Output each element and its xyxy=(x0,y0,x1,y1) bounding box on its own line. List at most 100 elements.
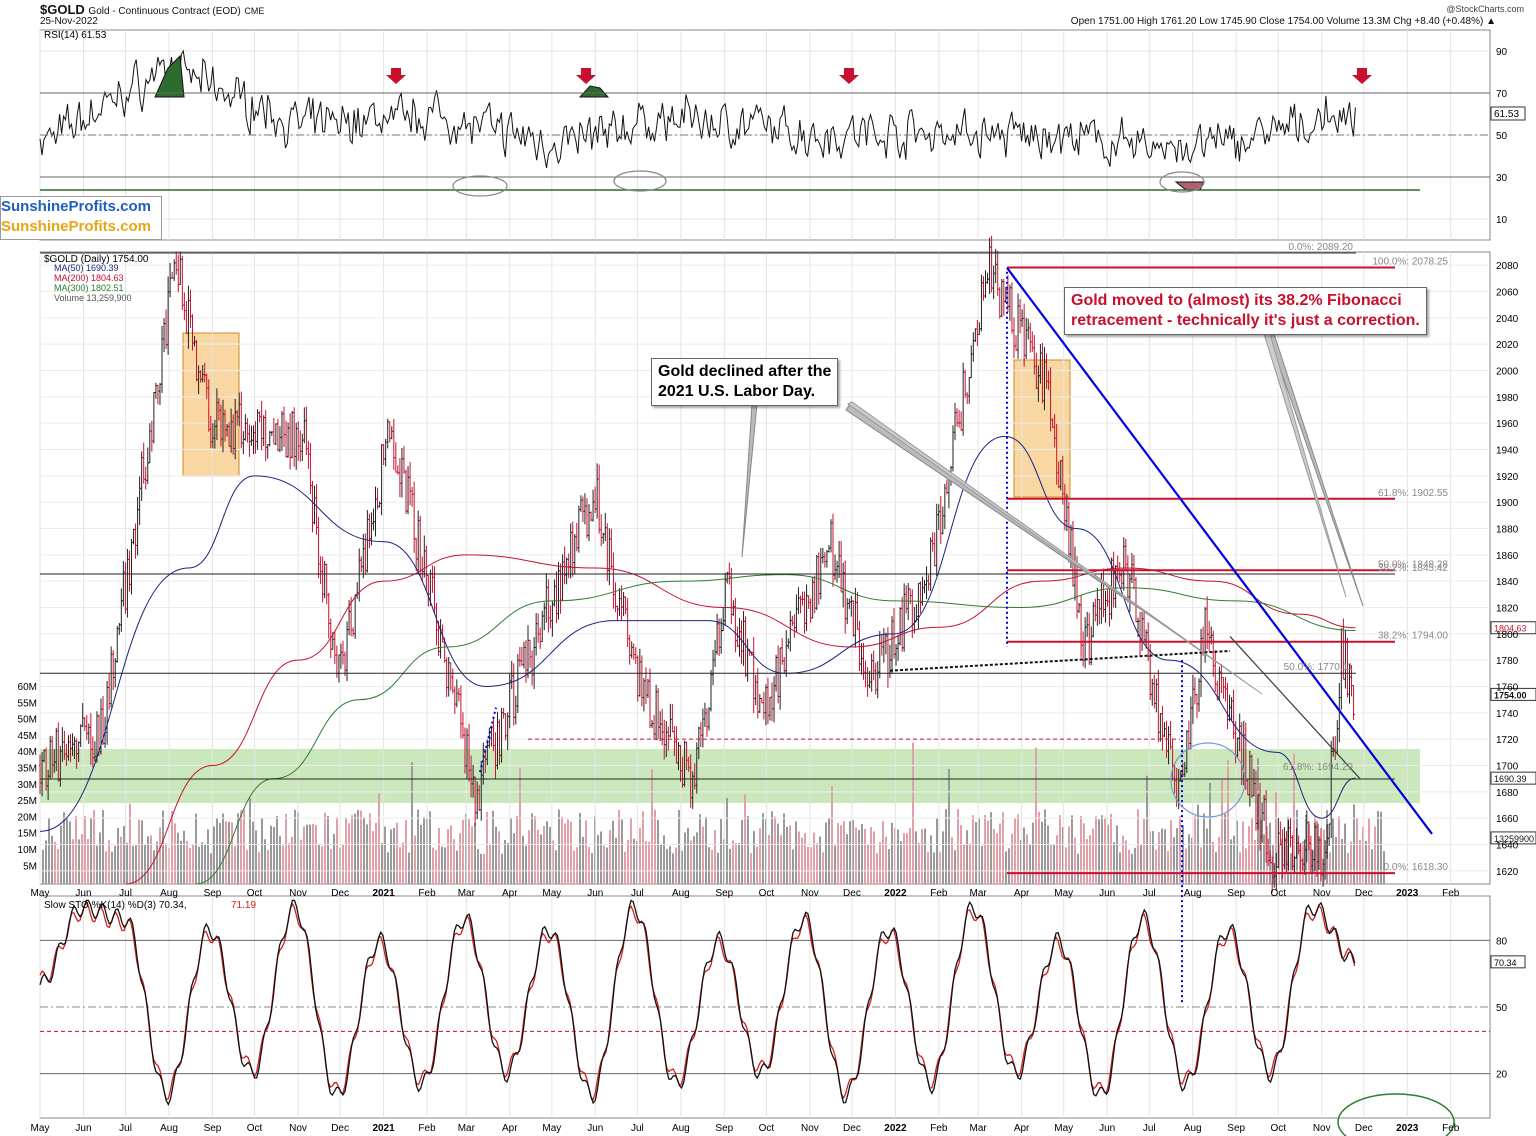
volume-bar xyxy=(402,842,404,884)
volume-bar xyxy=(915,831,917,884)
volume-bar xyxy=(1122,835,1124,884)
legend-ma200: MA(200) 1804.63 xyxy=(54,273,124,283)
volume-bar xyxy=(993,828,995,884)
price-y-tick-label: 1740 xyxy=(1496,709,1519,720)
volume-bar xyxy=(1239,852,1241,884)
fibonacci-label: 38.2%: 1845.42 xyxy=(1378,563,1448,574)
volume-bar xyxy=(537,829,539,884)
volume-bar xyxy=(732,840,734,884)
volume-bar xyxy=(1293,753,1295,884)
volume-bar xyxy=(414,835,416,884)
price-value-label: 1754.00 xyxy=(1494,690,1527,700)
volume-bar xyxy=(654,809,656,884)
price-x-tick-label: Jun xyxy=(75,888,91,899)
volume-bar xyxy=(111,851,113,884)
volume-bar xyxy=(966,830,968,884)
instrument-name: Gold - Continuous Contract (EOD) xyxy=(88,6,241,17)
volume-bar xyxy=(81,834,83,884)
volume-bar xyxy=(174,823,176,884)
volume-bar xyxy=(87,839,89,884)
volume-bar xyxy=(753,831,755,884)
volume-bar xyxy=(729,848,731,884)
volume-bar xyxy=(1359,839,1361,884)
volume-bar xyxy=(1059,815,1061,884)
fib-note-line-2: retracement - technically it's just a co… xyxy=(1071,312,1420,329)
volume-bar xyxy=(627,840,629,884)
volume-bar xyxy=(1026,834,1028,884)
down-arrow-icon xyxy=(839,68,859,84)
price-x-tick-label: Jun xyxy=(587,888,603,899)
volume-bar xyxy=(93,810,95,884)
volume-bar xyxy=(921,828,923,884)
volume-bar xyxy=(669,846,671,884)
volume-bar xyxy=(354,813,356,884)
volume-bar xyxy=(1317,823,1319,884)
volume-bar xyxy=(699,814,701,884)
volume-bar xyxy=(891,822,893,884)
price-x-tick-label: Mar xyxy=(970,888,988,899)
sto-x-tick-label: Jun xyxy=(1099,1123,1115,1134)
blue-trendline xyxy=(1006,267,1433,835)
labor-day-annotation: Gold declined after the 2021 U.S. Labor … xyxy=(651,358,839,406)
volume-tick-label: 35M xyxy=(18,764,37,775)
volume-bar xyxy=(1098,819,1100,884)
volume-bar xyxy=(75,815,77,884)
volume-bar xyxy=(1335,837,1337,884)
volume-bar xyxy=(816,843,818,884)
fibonacci-annotation: Gold moved to (almost) its 38.2% Fibonac… xyxy=(1064,287,1427,335)
volume-bar xyxy=(435,850,437,884)
volume-bar xyxy=(1224,814,1226,884)
volume-bar xyxy=(846,834,848,884)
volume-bar xyxy=(1143,818,1145,884)
price-value-box xyxy=(1490,687,1536,701)
volume-bar xyxy=(1107,824,1109,884)
volume-bar xyxy=(555,850,557,884)
volume-bar xyxy=(519,767,521,884)
volume-bar xyxy=(777,823,779,884)
volume-bar xyxy=(720,818,722,884)
volume-bar xyxy=(390,829,392,884)
fibonacci-label: 50.0%: 1848.28 xyxy=(1378,559,1448,570)
volume-bar xyxy=(660,844,662,884)
volume-bar xyxy=(1332,818,1334,884)
volume-bar xyxy=(186,840,188,884)
volume-bar xyxy=(942,831,944,884)
volume-bar xyxy=(552,840,554,884)
volume-bar xyxy=(1263,834,1265,884)
volume-bar xyxy=(1218,837,1220,884)
volume-bar xyxy=(432,847,434,884)
sto-x-tick-label: Nov xyxy=(289,1123,307,1134)
volume-bar xyxy=(609,830,611,884)
price-x-tick-label: Oct xyxy=(759,888,775,899)
volume-bar xyxy=(792,849,794,884)
volume-tick-label: 45M xyxy=(18,731,37,742)
sto-x-tick-label: Jun xyxy=(587,1123,603,1134)
volume-bar xyxy=(237,813,239,884)
volume-bar xyxy=(1044,809,1046,884)
volume-bar xyxy=(666,849,668,884)
volume-bar xyxy=(1299,844,1301,884)
volume-bar xyxy=(621,819,623,884)
volume-bar xyxy=(1260,819,1262,884)
volume-bar xyxy=(249,798,251,884)
volume-bar xyxy=(963,844,965,884)
price-value-label: 1804.63 xyxy=(1494,624,1527,634)
volume-bar xyxy=(684,832,686,884)
price-y-tick-label: 1680 xyxy=(1496,788,1519,799)
logo-line-2: SunshineProfits.com xyxy=(1,218,152,235)
fib-note-line-1: Gold moved to (almost) its 38.2% Fibonac… xyxy=(1071,292,1402,309)
volume-bar xyxy=(633,838,635,884)
volume-bar xyxy=(606,847,608,884)
fibonacci-label: 100.0%: 2078.25 xyxy=(1372,256,1448,267)
volume-bar xyxy=(1176,828,1178,884)
volume-bar xyxy=(882,820,884,884)
price-x-tick-label: Aug xyxy=(1184,888,1202,899)
down-arrow-icon xyxy=(386,68,406,84)
rsi-y-tick-label: 50 xyxy=(1496,131,1508,142)
fibonacci-label: 0.0%: 1618.30 xyxy=(1384,862,1449,873)
price-value-box xyxy=(1490,771,1536,785)
sto-x-tick-label: Nov xyxy=(801,1123,819,1134)
volume-bar xyxy=(750,853,752,884)
volume-bar xyxy=(954,850,956,884)
